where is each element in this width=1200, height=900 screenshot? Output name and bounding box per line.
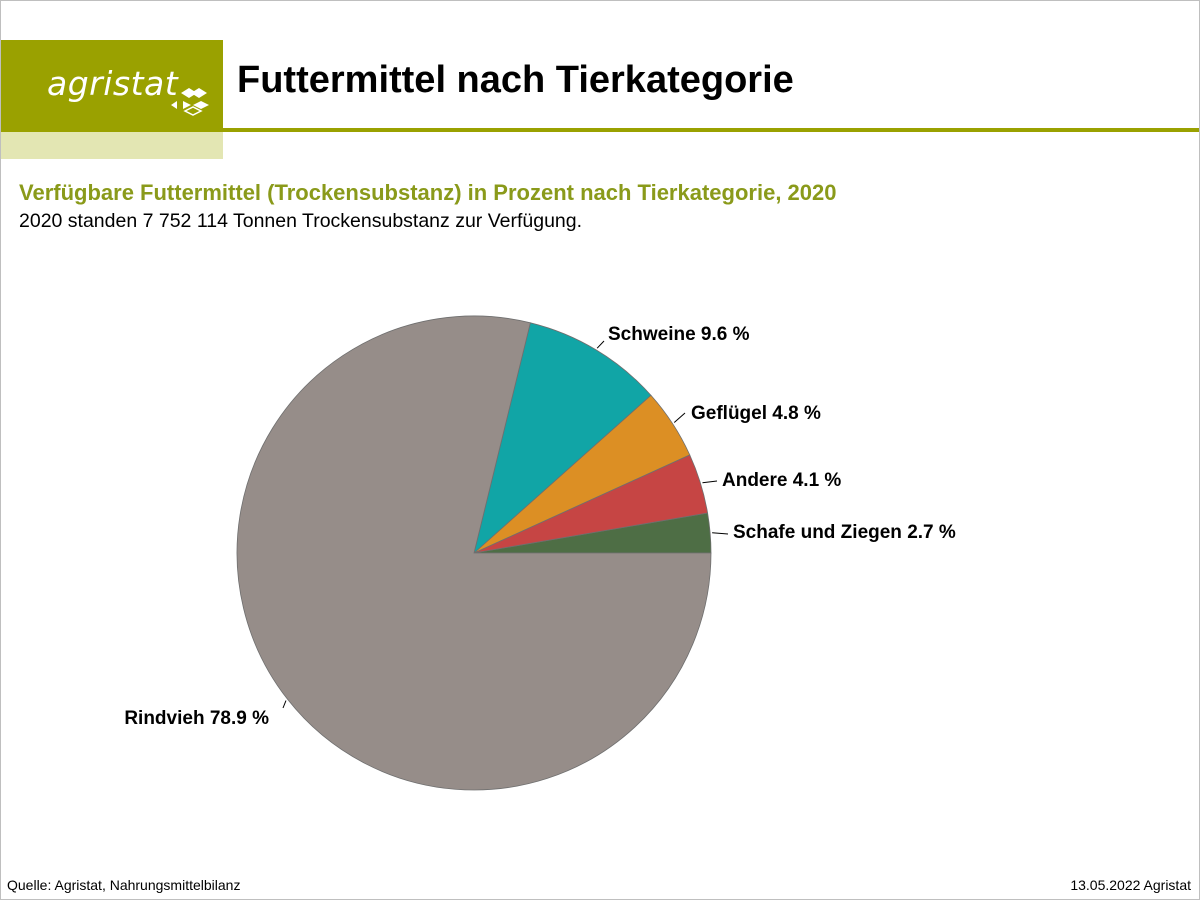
slice-label: Geflügel 4.8 % <box>691 403 821 424</box>
page-title: Futtermittel nach Tierkategorie <box>237 59 794 101</box>
logo-text: agristat <box>47 64 179 103</box>
logo-strip <box>1 132 223 159</box>
title-underline <box>223 128 1199 132</box>
pie-slice-rindvieh <box>236 315 712 791</box>
leader-line <box>282 700 287 709</box>
pie-slice-schweine <box>473 322 652 555</box>
date-credit: 13.05.2022 Agristat <box>1070 877 1191 893</box>
source-note: Quelle: Agristat, Nahrungsmittelbilanz <box>7 877 241 893</box>
leader-line <box>702 480 718 484</box>
logo-diamond-icon <box>171 88 209 116</box>
leader-line <box>673 412 686 423</box>
leader-line <box>596 340 605 349</box>
chart-title: Verfügbare Futtermittel (Trockensubstanz… <box>19 180 837 205</box>
slice-label: Andere 4.1 % <box>722 470 841 491</box>
slice-label: Schafe und Ziegen 2.7 % <box>733 522 956 543</box>
leader-line <box>712 532 729 535</box>
slice-label: Rindvieh 78.9 % <box>124 708 269 729</box>
chart-subtitle: 2020 standen 7 752 114 Tonnen Trockensub… <box>19 210 583 232</box>
logo-box <box>1 40 223 132</box>
slice-label: Schweine 9.6 % <box>608 324 750 345</box>
